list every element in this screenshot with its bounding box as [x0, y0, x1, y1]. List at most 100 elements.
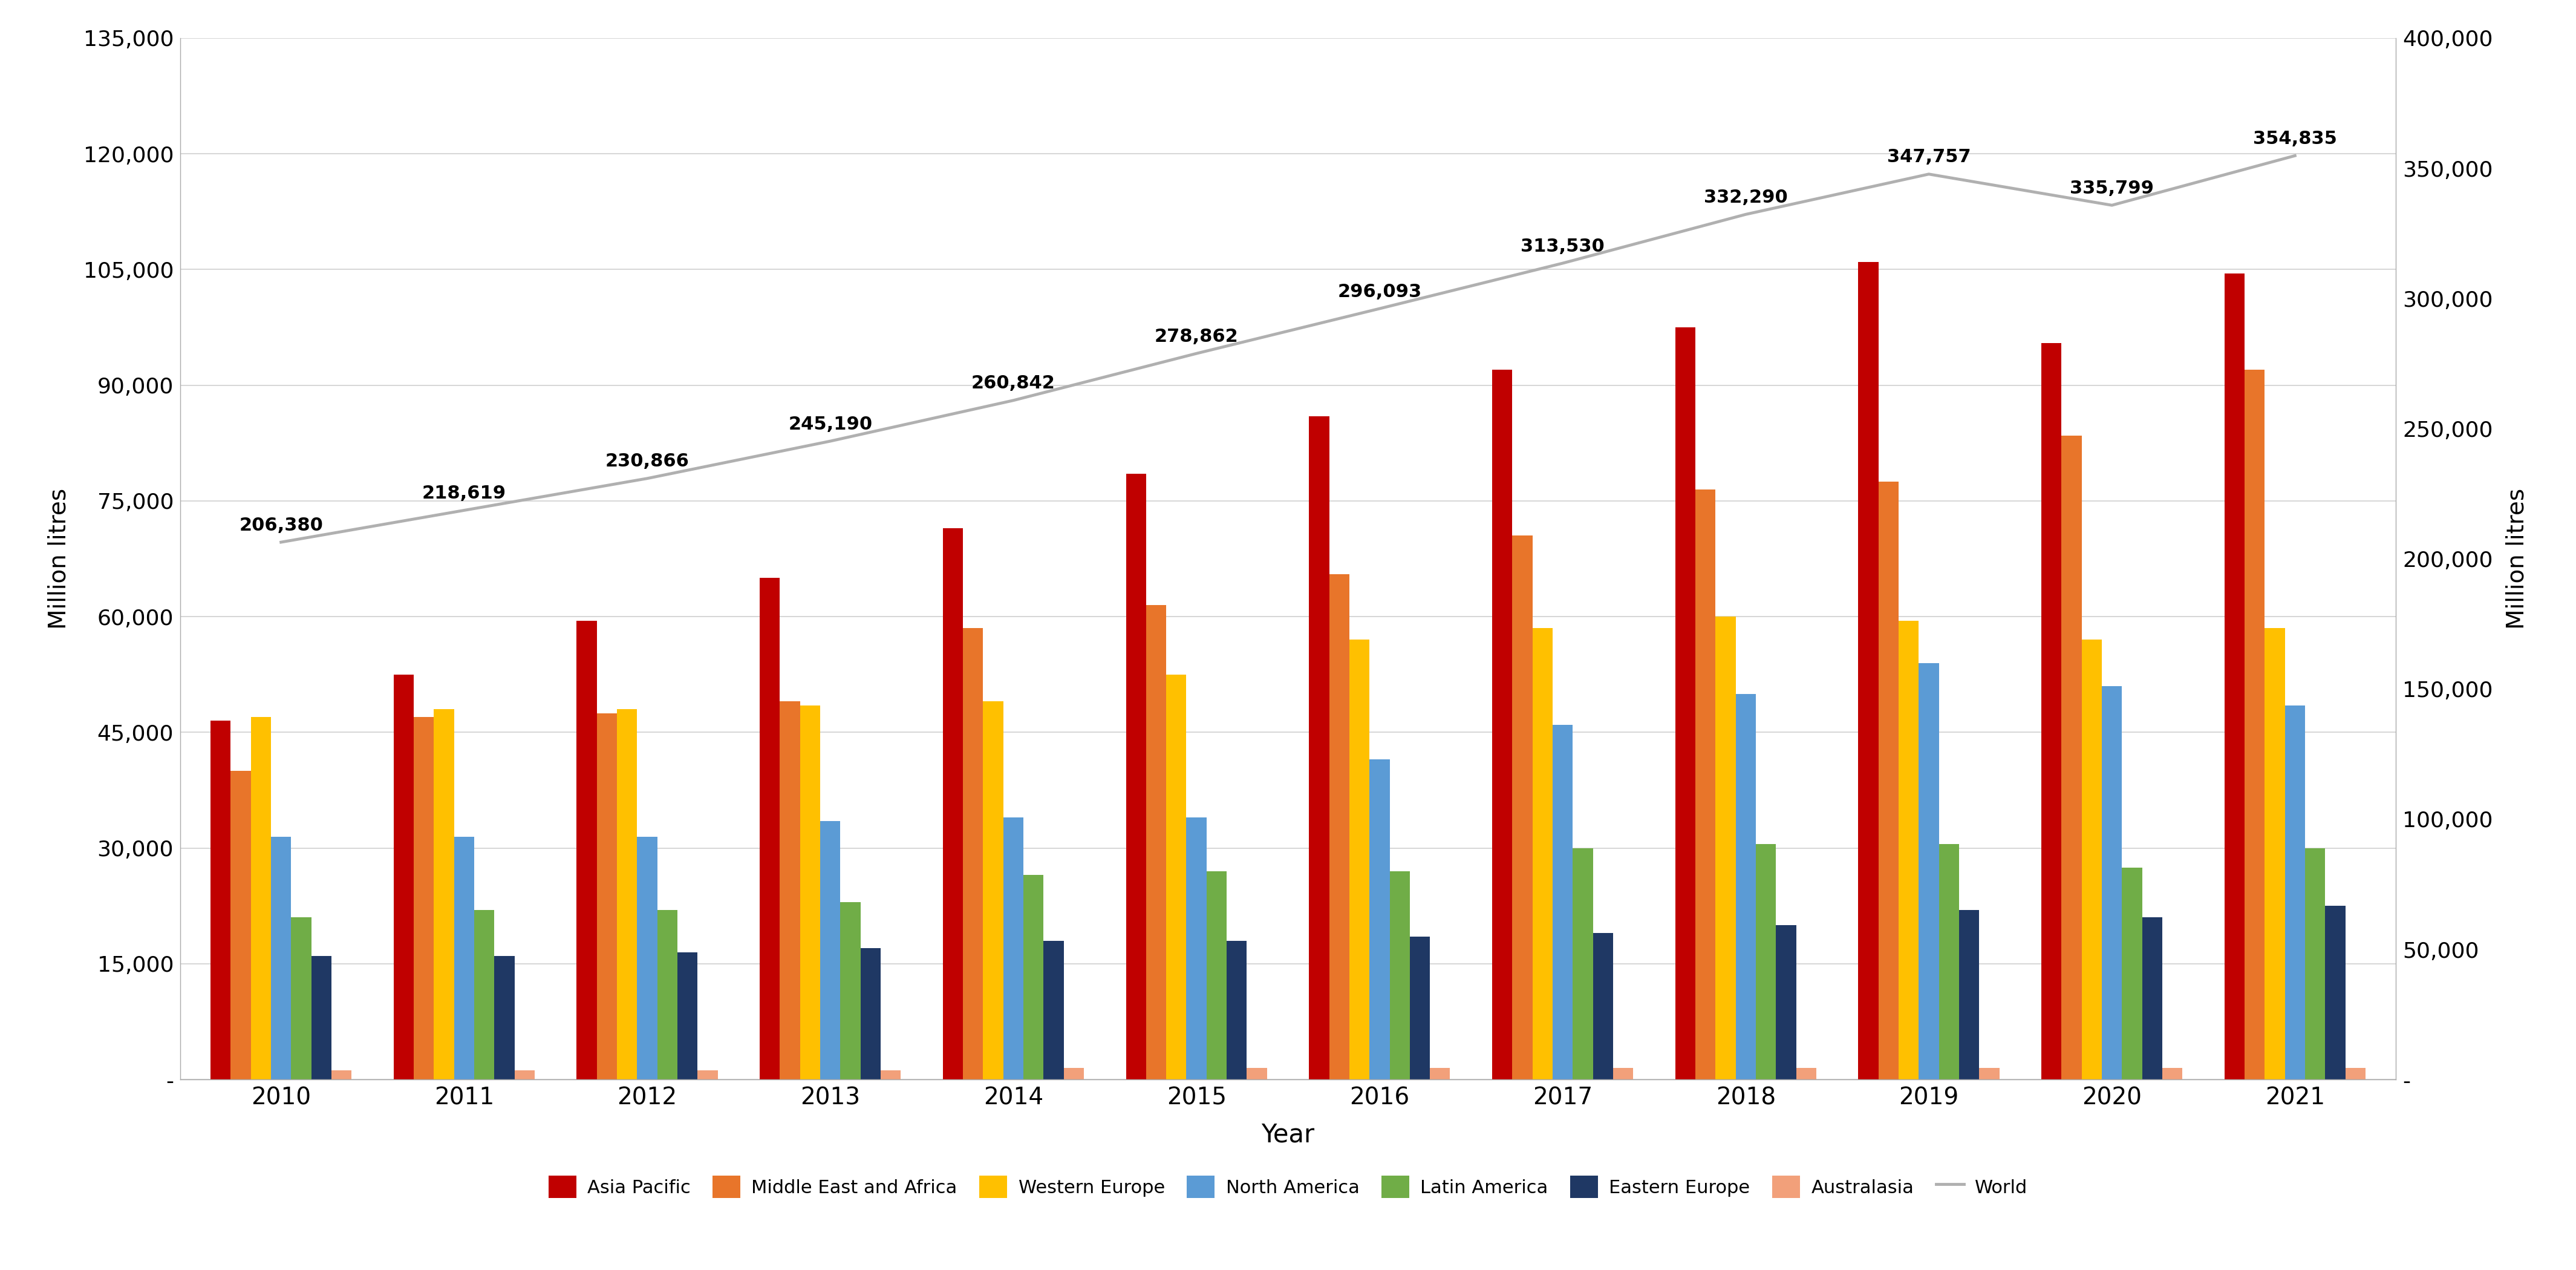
Bar — [1206, 871, 1226, 1080]
Bar — [963, 629, 984, 1079]
Bar — [760, 578, 781, 1080]
Bar — [1878, 481, 1899, 1079]
Bar — [474, 909, 495, 1080]
Bar — [1064, 1068, 1084, 1080]
Y-axis label: Million litres: Million litres — [2506, 488, 2530, 630]
Bar — [1492, 370, 1512, 1079]
Bar — [1167, 674, 1188, 1079]
Text: 245,190: 245,190 — [788, 415, 873, 433]
Text: 260,842: 260,842 — [971, 375, 1056, 392]
Bar — [2226, 273, 2244, 1080]
Bar — [1795, 1068, 1816, 1080]
Bar — [1247, 1068, 1267, 1080]
Bar — [1592, 933, 1613, 1079]
X-axis label: Year: Year — [1262, 1121, 1314, 1147]
Bar — [232, 771, 250, 1080]
Bar — [2306, 848, 2326, 1079]
Bar — [801, 705, 819, 1080]
Bar — [1775, 926, 1795, 1080]
Bar — [495, 956, 515, 1080]
Bar — [291, 917, 312, 1079]
Text: 218,619: 218,619 — [422, 485, 505, 502]
Bar — [819, 822, 840, 1080]
Bar — [1409, 937, 1430, 1079]
Text: 206,380: 206,380 — [240, 517, 322, 535]
Bar — [1023, 875, 1043, 1079]
Bar — [2081, 640, 2102, 1079]
Bar — [1188, 817, 1206, 1079]
Bar — [312, 956, 332, 1080]
Bar — [860, 949, 881, 1079]
Bar — [2344, 1068, 2365, 1080]
Bar — [618, 709, 636, 1080]
Bar — [270, 837, 291, 1079]
Bar — [250, 718, 270, 1080]
Y-axis label: Million litres: Million litres — [46, 488, 70, 630]
Bar — [2102, 686, 2123, 1079]
Text: 354,835: 354,835 — [2254, 130, 2336, 147]
Bar — [1716, 617, 1736, 1079]
Text: 296,093: 296,093 — [1337, 283, 1422, 301]
Text: 332,290: 332,290 — [1703, 189, 1788, 206]
Bar — [1958, 909, 1978, 1080]
Bar — [984, 701, 1002, 1080]
Bar — [1430, 1068, 1450, 1080]
Bar — [2264, 629, 2285, 1079]
Bar — [433, 709, 453, 1080]
Text: 230,866: 230,866 — [605, 453, 690, 470]
Bar — [2143, 917, 2161, 1079]
Bar — [415, 718, 433, 1080]
Bar — [1226, 941, 1247, 1079]
Bar — [1695, 489, 1716, 1080]
Bar — [598, 712, 618, 1080]
Bar — [1309, 417, 1329, 1080]
Bar — [1757, 845, 1775, 1079]
Text: 278,862: 278,862 — [1154, 328, 1239, 345]
Bar — [1940, 845, 1958, 1079]
Bar — [2326, 906, 2344, 1080]
Bar — [1899, 621, 1919, 1080]
Bar — [577, 621, 598, 1080]
Bar — [1978, 1068, 1999, 1080]
Bar — [943, 528, 963, 1080]
Bar — [1613, 1068, 1633, 1080]
Bar — [1370, 759, 1388, 1080]
Bar — [677, 952, 698, 1079]
Bar — [1043, 941, 1064, 1079]
Bar — [1533, 629, 1553, 1079]
Bar — [1512, 536, 1533, 1080]
Bar — [2061, 436, 2081, 1079]
Bar — [453, 837, 474, 1079]
Bar — [2040, 343, 2061, 1079]
Bar — [636, 837, 657, 1079]
Bar — [1002, 817, 1023, 1079]
Bar — [332, 1071, 350, 1079]
Text: 347,757: 347,757 — [1886, 149, 1971, 166]
Bar — [881, 1071, 902, 1079]
Bar — [1126, 474, 1146, 1080]
Text: 335,799: 335,799 — [2071, 179, 2154, 197]
Legend: Asia Pacific, Middle East and Africa, Western Europe, North America, Latin Ameri: Asia Pacific, Middle East and Africa, We… — [541, 1168, 2035, 1205]
Bar — [698, 1071, 719, 1079]
Text: 313,530: 313,530 — [1520, 237, 1605, 255]
Bar — [2285, 705, 2306, 1080]
Bar — [1674, 328, 1695, 1080]
Bar — [2244, 370, 2264, 1079]
Bar — [2161, 1068, 2182, 1080]
Bar — [1350, 640, 1370, 1079]
Bar — [211, 721, 232, 1080]
Bar — [1388, 871, 1409, 1080]
Bar — [1574, 848, 1592, 1079]
Bar — [657, 909, 677, 1080]
Bar — [840, 902, 860, 1080]
Bar — [2123, 867, 2143, 1080]
Bar — [1329, 574, 1350, 1080]
Bar — [1736, 693, 1757, 1080]
Bar — [394, 674, 415, 1079]
Bar — [515, 1071, 536, 1079]
Bar — [781, 701, 801, 1080]
Bar — [1553, 725, 1574, 1080]
Bar — [1146, 605, 1167, 1079]
Bar — [1919, 663, 1940, 1080]
Bar — [1857, 262, 1878, 1080]
